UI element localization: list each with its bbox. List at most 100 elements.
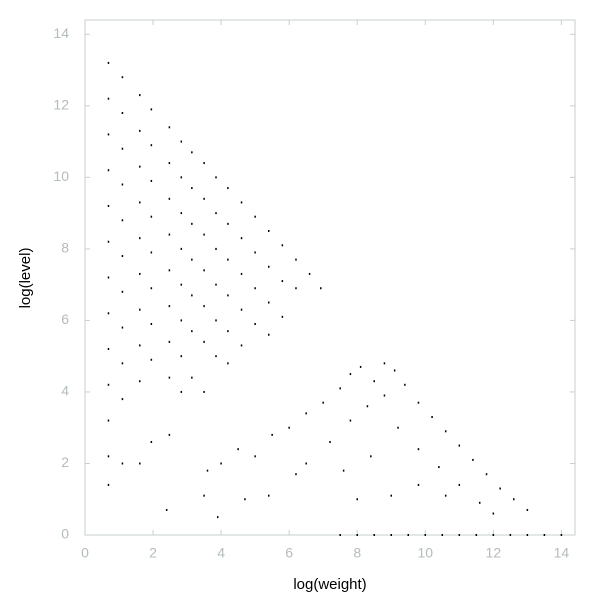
point xyxy=(139,380,141,383)
point xyxy=(431,415,433,418)
point xyxy=(288,426,290,429)
point xyxy=(329,441,331,444)
point xyxy=(203,197,205,200)
point xyxy=(107,97,110,100)
point xyxy=(444,430,447,433)
point xyxy=(404,383,406,386)
point xyxy=(180,355,183,358)
point xyxy=(366,405,369,408)
point xyxy=(305,412,307,415)
x-tick-label: 12 xyxy=(486,545,502,561)
x-tick-label: 8 xyxy=(353,545,361,561)
point xyxy=(417,401,420,404)
point xyxy=(560,534,563,536)
point xyxy=(281,280,284,283)
point xyxy=(203,162,205,165)
y-tick-label: 12 xyxy=(53,97,69,113)
point xyxy=(305,462,307,465)
point xyxy=(191,376,193,379)
point xyxy=(268,333,270,336)
point xyxy=(339,534,341,536)
point xyxy=(240,344,243,347)
point xyxy=(438,466,440,469)
x-tick-label: 2 xyxy=(149,545,157,561)
point xyxy=(150,287,153,290)
point xyxy=(107,133,110,136)
point xyxy=(150,358,153,361)
point xyxy=(107,483,110,486)
x-tick-label: 6 xyxy=(285,545,293,561)
point xyxy=(121,76,124,79)
point xyxy=(526,534,529,536)
point xyxy=(107,348,110,351)
point xyxy=(444,494,447,497)
point xyxy=(513,498,515,501)
point xyxy=(180,140,183,143)
point xyxy=(295,258,297,261)
point xyxy=(237,448,239,451)
point xyxy=(227,187,229,190)
point xyxy=(417,448,420,451)
point xyxy=(322,401,324,404)
point xyxy=(254,215,256,218)
point xyxy=(383,394,386,397)
point xyxy=(370,455,372,458)
point xyxy=(215,319,217,322)
point xyxy=(475,534,478,536)
point xyxy=(139,344,141,347)
point xyxy=(121,183,124,186)
point xyxy=(458,534,461,536)
point xyxy=(121,398,124,401)
point xyxy=(168,376,171,379)
y-tick-label: 6 xyxy=(61,311,69,327)
point xyxy=(499,487,501,490)
point xyxy=(254,322,256,325)
point xyxy=(180,283,183,286)
point xyxy=(107,61,110,64)
point xyxy=(254,287,256,290)
x-tick-label: 0 xyxy=(81,545,89,561)
point xyxy=(220,462,222,465)
point xyxy=(240,201,243,204)
point xyxy=(121,326,124,329)
point xyxy=(349,373,352,376)
y-axis-label: log(level) xyxy=(17,248,34,309)
point xyxy=(139,272,141,275)
point xyxy=(191,294,193,297)
point xyxy=(107,419,110,422)
point xyxy=(203,233,205,236)
point xyxy=(165,508,168,511)
point xyxy=(150,441,153,444)
point xyxy=(478,501,481,504)
point xyxy=(441,534,444,536)
point xyxy=(107,312,110,315)
x-tick-label: 4 xyxy=(217,545,225,561)
point xyxy=(356,498,358,501)
point xyxy=(203,305,205,308)
point xyxy=(180,390,183,393)
point xyxy=(107,383,110,386)
point xyxy=(206,469,209,472)
point xyxy=(139,308,141,311)
point xyxy=(407,534,410,536)
point xyxy=(121,147,124,150)
point xyxy=(383,362,386,365)
point xyxy=(268,494,270,497)
point xyxy=(472,458,474,461)
point xyxy=(254,455,256,458)
point xyxy=(458,444,461,447)
y-tick-label: 2 xyxy=(61,454,69,470)
point xyxy=(215,212,217,215)
point xyxy=(227,362,229,365)
point xyxy=(191,187,193,190)
point xyxy=(543,534,546,536)
y-tick-label: 8 xyxy=(61,240,69,256)
point xyxy=(268,265,270,268)
point xyxy=(168,340,171,343)
point xyxy=(121,219,124,222)
point xyxy=(390,494,392,497)
point xyxy=(203,390,205,393)
point xyxy=(397,426,399,429)
point xyxy=(417,483,420,486)
